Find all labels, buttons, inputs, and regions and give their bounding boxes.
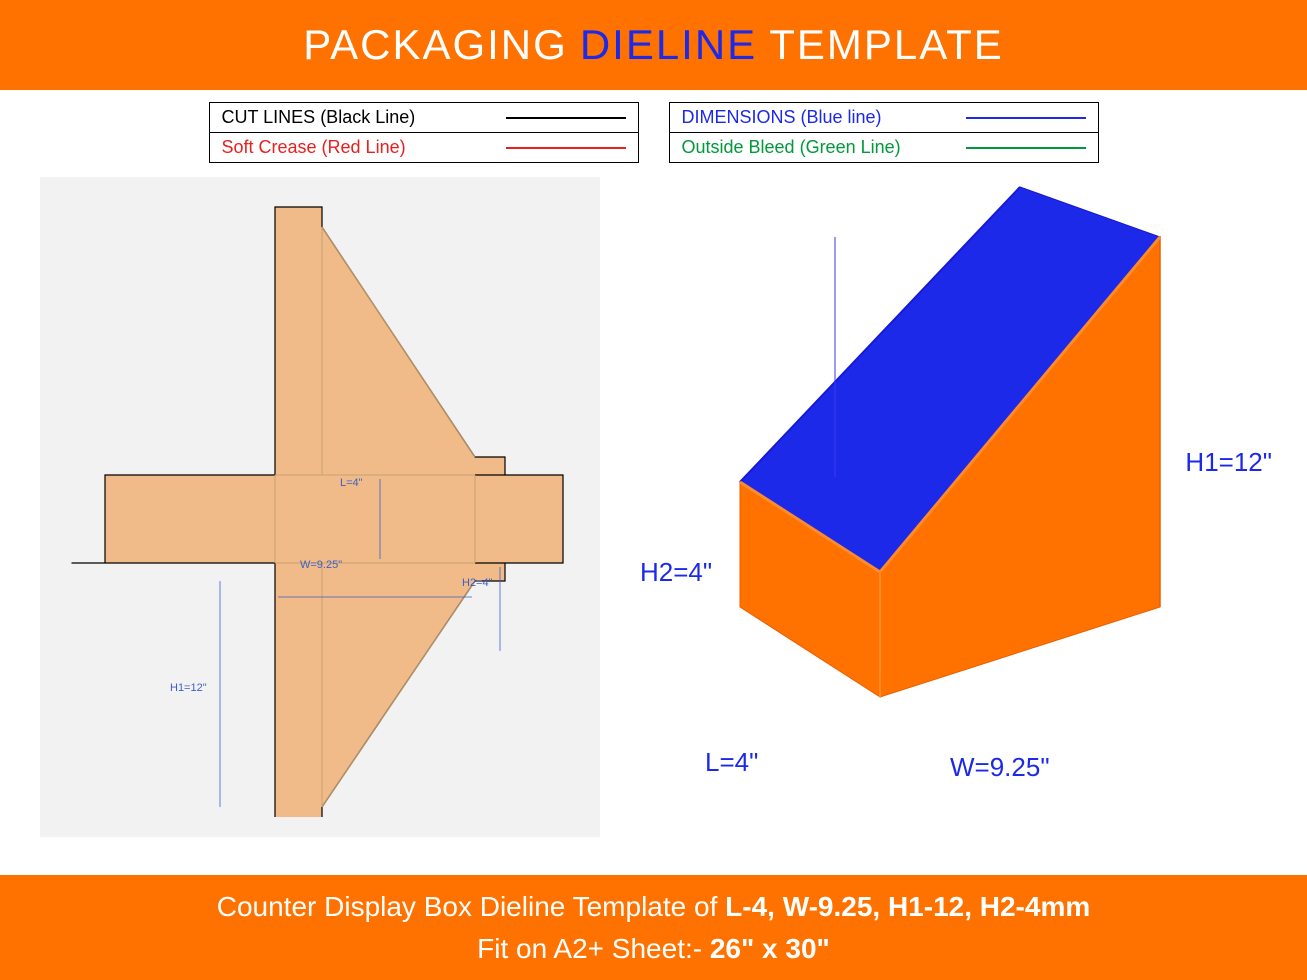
legend-label: DIMENSIONS (Blue line)	[682, 107, 882, 128]
main-area: L=4" W=9.25" H2=4" H1=12" H1=12" H2=4" L…	[0, 177, 1307, 837]
legend-item: CUT LINES (Black Line)	[210, 103, 638, 133]
legend-left: CUT LINES (Black Line) Soft Crease (Red L…	[209, 102, 639, 163]
header-word-2: DIELINE	[580, 21, 757, 69]
dim-H2: H2=4"	[640, 557, 712, 588]
legend-item: Soft Crease (Red Line)	[210, 133, 638, 162]
dieline-panel: L=4" W=9.25" H2=4" H1=12"	[40, 177, 600, 837]
header-word-1: PACKAGING	[303, 21, 568, 69]
dim-W: W=9.25"	[950, 752, 1050, 783]
header-bar: PACKAGING DIELINE TEMPLATE	[0, 0, 1307, 90]
dieline-dim-H2: H2=4"	[462, 577, 493, 589]
legend-line	[966, 147, 1086, 149]
dieline-svg	[60, 197, 580, 817]
footer-line1-dims: L-4, W-9.25, H1-12, H2-4mm	[725, 891, 1090, 922]
dieline-dim-W: W=9.25"	[300, 559, 342, 571]
footer-line-1: Counter Display Box Dieline Template of …	[217, 886, 1091, 928]
footer-line1-pre: Counter Display Box Dieline Template of	[217, 891, 725, 922]
legend-label: CUT LINES (Black Line)	[222, 107, 416, 128]
footer-line2-dims: 26" x 30"	[710, 933, 830, 964]
render-panel: H1=12" H2=4" L=4" W=9.25"	[620, 177, 1267, 837]
legend-line	[506, 117, 626, 119]
legend-row: CUT LINES (Black Line) Soft Crease (Red L…	[0, 102, 1307, 163]
legend-item: Outside Bleed (Green Line)	[670, 133, 1098, 162]
dieline-dim-H1: H1=12"	[170, 682, 207, 694]
legend-label: Outside Bleed (Green Line)	[682, 137, 901, 158]
box3d-svg	[620, 177, 1260, 837]
legend-label: Soft Crease (Red Line)	[222, 137, 406, 158]
footer-line-2: Fit on A2+ Sheet:- 26" x 30"	[477, 928, 830, 970]
dieline-dim-L: L=4"	[340, 477, 363, 489]
legend-right: DIMENSIONS (Blue line) Outside Bleed (Gre…	[669, 102, 1099, 163]
legend-line	[966, 117, 1086, 119]
footer-line2-pre: Fit on A2+ Sheet:-	[477, 933, 710, 964]
legend-item: DIMENSIONS (Blue line)	[670, 103, 1098, 133]
legend-line	[506, 147, 626, 149]
dim-H1: H1=12"	[1185, 447, 1272, 478]
dim-L: L=4"	[705, 747, 758, 778]
footer-bar: Counter Display Box Dieline Template of …	[0, 875, 1307, 980]
header-word-3: TEMPLATE	[769, 21, 1004, 69]
